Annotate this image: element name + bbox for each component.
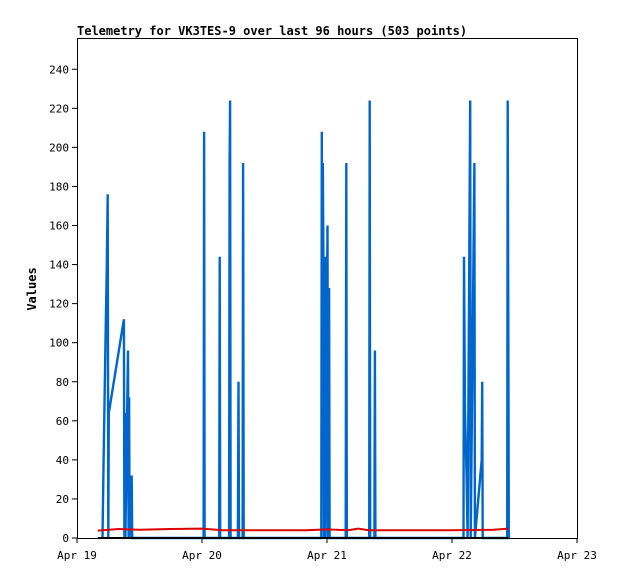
y-axis-label: Values (25, 267, 39, 310)
y-tick-label: 0 (62, 532, 69, 545)
y-tick-label: 240 (49, 63, 69, 76)
y-tick-label: 80 (56, 376, 69, 389)
y-tick-label: 20 (56, 493, 69, 506)
x-tick-label: Apr 21 (307, 549, 347, 562)
y-tick-label: 140 (49, 259, 69, 272)
series-line-blue (101, 100, 510, 540)
y-tick-label: 120 (49, 298, 69, 311)
x-tick-label: Apr 22 (432, 549, 472, 562)
y-tick-label: 220 (49, 102, 69, 115)
plot-area: 0 20 40 60 80 100 120 140 160 180 200 220 240 Apr 19 A… (49, 63, 597, 562)
y-tick-label: 160 (49, 220, 69, 233)
series-line-red (97, 527, 509, 532)
y-tick-label: 60 (56, 415, 69, 428)
x-tick-label: Apr 23 (557, 549, 597, 562)
y-tick-label: 40 (56, 454, 69, 467)
y-tick-label: 200 (49, 141, 69, 154)
x-tick-label: Apr 20 (182, 549, 222, 562)
y-tick-label: 100 (49, 337, 69, 350)
chart-title: Telemetry for VK3TES-9 over last 96 hour… (77, 24, 467, 38)
y-tick-label: 180 (49, 180, 69, 193)
x-tick-label: Apr 19 (57, 549, 97, 562)
plot-frame (77, 38, 578, 539)
